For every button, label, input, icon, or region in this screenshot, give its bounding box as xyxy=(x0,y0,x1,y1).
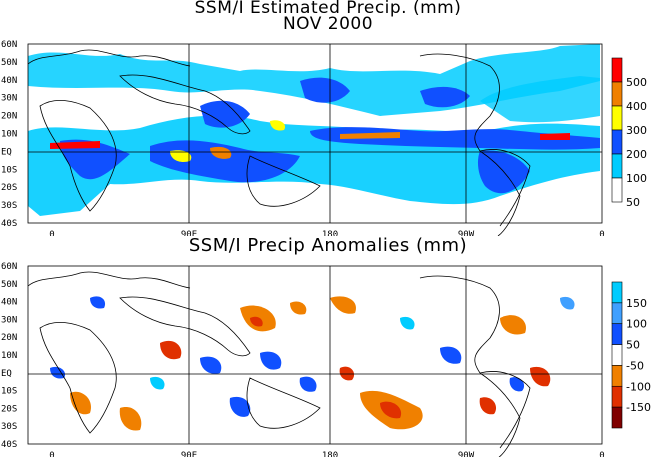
colorbar-swatch xyxy=(611,385,623,408)
colorbar-label: -150 xyxy=(626,401,651,414)
lat-tick-label: 20S xyxy=(1,183,17,193)
lat-tick-label: 10S xyxy=(1,387,17,397)
colorbar-swatch xyxy=(611,406,623,429)
lat-tick-label: 10N xyxy=(1,351,17,361)
continent-outlines xyxy=(27,271,531,457)
colorbar-swatch xyxy=(611,105,623,131)
panel2-title: SSM/I Precip Anomalies (mm) xyxy=(188,235,468,256)
lat-tick-label: 30N xyxy=(1,94,17,104)
lat-tick-label: 40N xyxy=(1,76,17,86)
lon-tick-label: 90W xyxy=(458,451,475,457)
colorbar-label: 500 xyxy=(626,76,647,89)
lon-tick-label: 0 xyxy=(49,230,54,236)
lat-tick-label: 50N xyxy=(1,58,17,68)
lat-tick-label: 40S xyxy=(1,440,17,450)
colorbar-swatch xyxy=(611,365,623,387)
colorbar-swatch xyxy=(611,57,623,83)
lat-tick-label: 20N xyxy=(1,333,17,343)
lat-tick-label: 50N xyxy=(1,280,17,290)
lat-tick-label: 20S xyxy=(1,404,17,414)
colorbar-label: 300 xyxy=(626,124,647,137)
lat-tick-label: 10S xyxy=(1,165,17,175)
colorbar-swatch xyxy=(611,281,623,304)
lon-labels: 0 90E 180 90W 0 xyxy=(49,451,604,457)
lon-tick-label: 0 xyxy=(599,451,604,457)
map-grid xyxy=(27,265,603,445)
lon-tick-label: 180 xyxy=(322,230,338,236)
lat-tick-label: 10N xyxy=(1,130,17,140)
lat-tick-label: 30S xyxy=(1,201,17,211)
lat-tick-label: 30S xyxy=(1,422,17,432)
map-grid xyxy=(27,43,603,224)
anomaly-field xyxy=(50,296,575,431)
colorbar-swatch xyxy=(611,177,623,203)
lat-tick-label: 20N xyxy=(1,112,17,122)
lon-tick-label: 90E xyxy=(181,451,197,457)
map-frame xyxy=(27,265,603,445)
colorbar-label: 100 xyxy=(626,318,647,331)
lat-tick-label: 60N xyxy=(1,262,17,272)
colorbar-swatch xyxy=(611,302,623,325)
colorbar-swatch xyxy=(611,344,623,366)
panel1-title: SSM/I Estimated Precip. (mm) xyxy=(194,0,462,18)
colorbar-label: 400 xyxy=(626,100,647,113)
colorbar-swatch xyxy=(611,153,623,179)
colorbar-swatch xyxy=(611,129,623,155)
lat-tick-label: 30N xyxy=(1,315,17,325)
colorbar-anomaly: 150 100 50 -50 -100 -150 xyxy=(611,281,651,429)
map-frame xyxy=(27,43,603,224)
lon-tick-label: 0 xyxy=(599,230,604,236)
colorbar-swatch xyxy=(611,323,623,345)
colorbar-label: 50 xyxy=(626,339,640,352)
colorbar-label: -100 xyxy=(626,380,651,393)
continent-outlines xyxy=(27,49,531,236)
lon-tick-label: 90E xyxy=(181,230,197,236)
lat-tick-label: EQ xyxy=(1,147,12,157)
colorbar-label: 100 xyxy=(626,172,647,185)
lat-tick-label: EQ xyxy=(1,369,12,379)
panel1-subtitle: NOV 2000 xyxy=(282,14,374,34)
lon-tick-label: 0 xyxy=(49,451,54,457)
colorbar-swatch xyxy=(611,81,623,107)
lat-tick-label: 60N xyxy=(1,40,17,50)
lat-labels: 60N 50N 40N 30N 20N 10N EQ 10S 20S 30S 40S xyxy=(1,262,17,450)
lon-tick-label: 180 xyxy=(322,451,338,457)
precip-map-panel: 60N 50N 40N 30N 20N 10N EQ 10S 20S 30S 40S 0 90E 180… xyxy=(1,40,647,236)
lat-labels: 60N 50N 40N 30N 20N 10N EQ 10S 20S 30S 40S xyxy=(1,40,17,229)
colorbar-label: 50 xyxy=(626,196,640,209)
anomaly-map-panel: 60N 50N 40N 30N 20N 10N EQ 10S 20S 30S 40S 0 90E 180… xyxy=(1,262,651,457)
colorbar-label: 150 xyxy=(626,297,647,310)
colorbar-label: 200 xyxy=(626,148,647,161)
lat-tick-label: 40N xyxy=(1,298,17,308)
lon-labels: 0 90E 180 90W 0 xyxy=(49,230,604,236)
colorbar-label: -50 xyxy=(626,359,644,372)
lat-tick-label: 40S xyxy=(1,219,17,229)
lon-tick-label: 90W xyxy=(458,230,475,236)
colorbar-precip: 500 400 300 200 100 50 xyxy=(611,57,647,209)
precip-field xyxy=(28,44,600,216)
